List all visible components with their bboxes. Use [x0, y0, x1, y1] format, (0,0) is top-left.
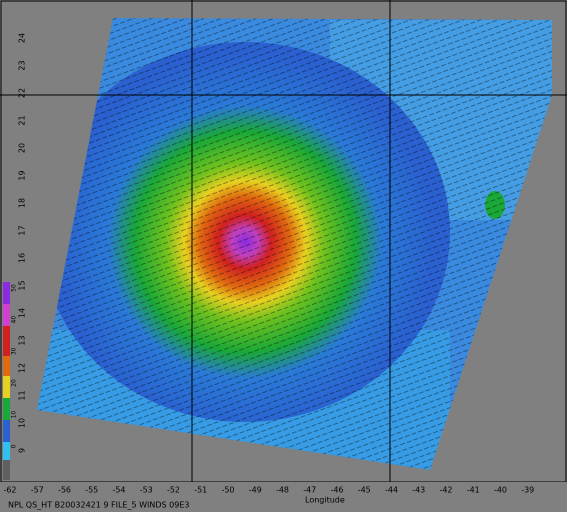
x-tick-label: -47	[303, 486, 316, 495]
y-tick-label: 11	[18, 390, 27, 400]
y-tick-label: 20	[18, 143, 27, 153]
footer	[0, 482, 567, 512]
x-tick-label: -43	[412, 486, 425, 495]
y-tick-label: 13	[18, 335, 27, 345]
y-tick-label: 12	[18, 363, 27, 373]
x-axis-title: Longitude	[305, 496, 345, 505]
x-tick-label: -54	[112, 486, 125, 495]
colorbar-label: 50	[11, 284, 18, 292]
x-tick-label: -49	[249, 486, 262, 495]
x-tick-label: -62	[3, 486, 16, 495]
colorbar-label: 20	[11, 379, 18, 387]
x-tick-label: -39	[521, 486, 534, 495]
y-tick-label: 19	[18, 170, 27, 180]
x-tick-label: -45	[358, 486, 371, 495]
colorbar-label: 30	[11, 347, 18, 355]
x-tick-label: -41	[467, 486, 480, 495]
y-tick-label: 24	[18, 33, 27, 43]
x-tick-label: -44	[385, 486, 398, 495]
x-tick-label: -57	[31, 486, 44, 495]
x-tick-label: -52	[167, 486, 180, 495]
x-tick-label: -46	[330, 486, 343, 495]
y-tick-label: 10	[18, 418, 27, 428]
colorbar-label: 10	[11, 411, 18, 419]
x-tick-label: -50	[221, 486, 234, 495]
y-tick-label: 16	[18, 253, 27, 263]
y-tick-label: 15	[18, 280, 27, 290]
caption: NPL QS_HT B20032421 9 FILE_5 WINDS 09E3	[8, 501, 189, 510]
colorbar	[3, 282, 10, 480]
y-tick-label: 23	[18, 60, 27, 70]
colorbar-label: 40	[11, 316, 18, 324]
y-tick-label: 17	[18, 225, 27, 235]
x-tick-label: -51	[194, 486, 207, 495]
x-tick-label: -55	[85, 486, 98, 495]
y-tick-label: 22	[18, 88, 27, 98]
x-tick-label: -40	[494, 486, 507, 495]
x-tick-label: -56	[58, 486, 71, 495]
colorbar-label: 0	[11, 444, 18, 448]
x-tick-label: -53	[140, 486, 153, 495]
y-tick-label: 14	[18, 308, 27, 318]
x-tick-label: -48	[276, 486, 289, 495]
y-tick-label: 18	[18, 198, 27, 208]
y-tick-label: 21	[18, 115, 27, 125]
y-tick-label: 9	[18, 448, 27, 453]
x-tick-label: -42	[439, 486, 452, 495]
